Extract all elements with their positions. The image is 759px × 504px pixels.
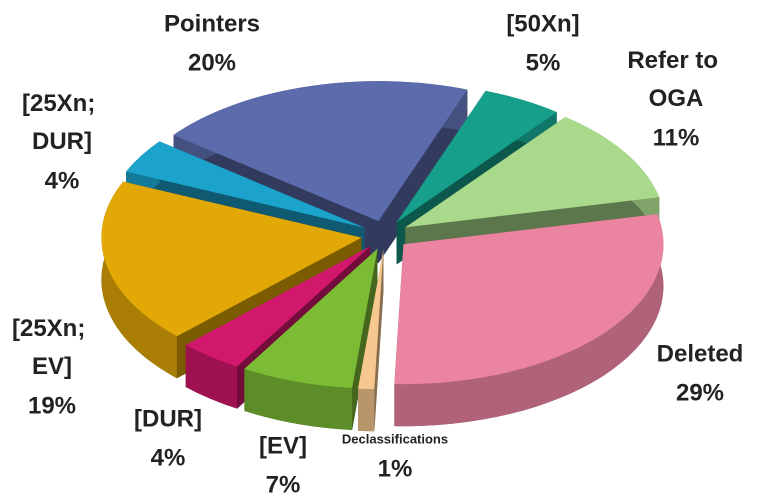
slice-top — [173, 81, 468, 222]
label-line: [25Xn; — [22, 90, 102, 117]
slice — [358, 249, 384, 432]
percent-label: 4% — [151, 444, 186, 471]
slice-top — [358, 249, 384, 390]
slice-label: Declassifications — [342, 431, 448, 446]
percent-label: 4% — [45, 167, 80, 194]
slice-top — [244, 248, 378, 389]
slice-label: [25Xn; EV] — [12, 315, 92, 380]
slice-top — [101, 181, 362, 337]
slice — [394, 214, 664, 427]
label-line: DUR] — [32, 128, 92, 155]
slice — [244, 248, 378, 431]
percent-label: 20% — [188, 49, 236, 76]
slice-wall — [394, 214, 664, 427]
slice-label: [25Xn; DUR] — [22, 90, 102, 155]
slice-top — [394, 214, 664, 385]
percent-label: 11% — [653, 124, 700, 151]
slice-top — [126, 141, 365, 228]
label-line: Refer to — [627, 47, 724, 74]
slice-wall — [101, 181, 177, 379]
percent-label: 7% — [266, 471, 301, 498]
percent-label: 1% — [378, 455, 413, 482]
slice-label: [EV] — [259, 432, 307, 459]
label-line: EV] — [32, 353, 72, 380]
slice-label: [DUR] — [134, 405, 202, 432]
slice-label: Refer to OGA — [627, 47, 724, 112]
percent-label: 5% — [526, 49, 561, 76]
percent-label: 29% — [676, 379, 724, 406]
slice-top — [185, 246, 371, 367]
slice-label: Pointers — [164, 10, 260, 37]
percent-label: 19% — [28, 392, 76, 419]
label-line: OGA — [649, 85, 704, 112]
slice-label: Deleted — [657, 340, 744, 367]
slice-wall — [244, 368, 353, 431]
slice-label: [50Xn] — [506, 10, 579, 37]
slice-wall — [185, 344, 238, 409]
slice-top — [405, 117, 660, 228]
slice-wall — [358, 388, 375, 432]
slice-top — [396, 90, 557, 223]
label-line: [25Xn; — [12, 315, 92, 342]
